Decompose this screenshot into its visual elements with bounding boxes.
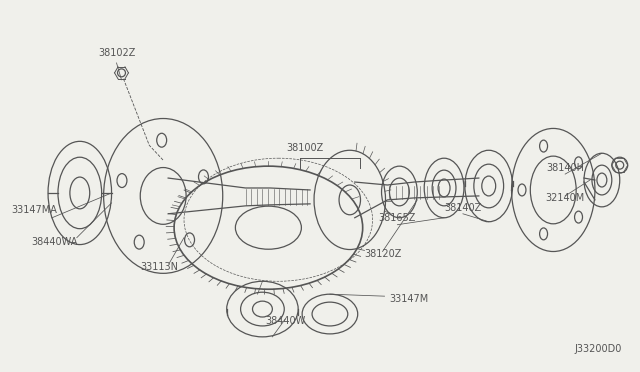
Text: 38440WA: 38440WA — [31, 237, 77, 247]
Text: 32140M: 32140M — [545, 193, 585, 203]
Text: 33147M: 33147M — [390, 294, 429, 304]
Text: 33147MA: 33147MA — [12, 205, 57, 215]
Text: 38140Z: 38140Z — [444, 203, 481, 213]
Text: 38440W: 38440W — [265, 316, 305, 326]
Text: 33113N: 33113N — [140, 262, 178, 272]
Text: 38120Z: 38120Z — [364, 250, 401, 260]
Text: 38165Z: 38165Z — [379, 213, 416, 223]
Text: J33200D0: J33200D0 — [574, 344, 621, 354]
Text: 38140H: 38140H — [546, 163, 584, 173]
Text: 38102Z: 38102Z — [98, 48, 135, 58]
Text: 38100Z: 38100Z — [287, 143, 324, 153]
